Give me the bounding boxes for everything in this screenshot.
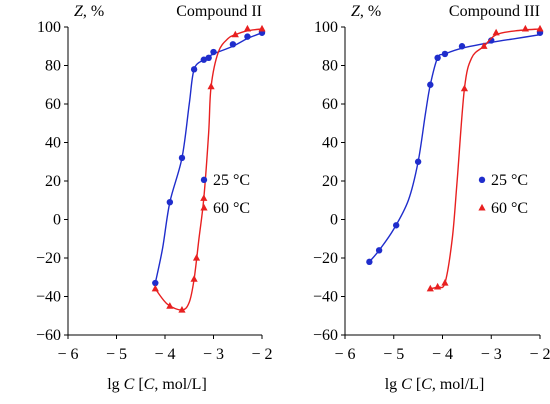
y-tick-label: 0	[53, 212, 61, 229]
y-tick-label: −20	[36, 250, 61, 267]
data-point	[521, 24, 529, 32]
y-tick-label: −60	[36, 327, 61, 344]
data-point	[460, 84, 469, 92]
data-point	[243, 24, 252, 32]
y-tick-label: 100	[37, 19, 61, 36]
data-point	[200, 194, 208, 201]
data-point	[375, 247, 383, 254]
y-tick-label: 20	[322, 173, 338, 190]
data-point	[152, 279, 159, 287]
data-point	[426, 284, 434, 292]
data-point	[492, 28, 500, 36]
data-point	[414, 158, 422, 165]
y-tick-label: −40	[36, 289, 61, 306]
y-tick-label: 80	[322, 58, 338, 75]
data-point	[190, 275, 198, 282]
data-point	[392, 222, 400, 229]
series-line	[154, 32, 263, 284]
series-line	[430, 28, 541, 290]
y-tick-label: 100	[314, 19, 338, 36]
data-point	[151, 284, 159, 292]
legend-label: 60 °C	[491, 200, 528, 217]
series-1	[152, 29, 266, 287]
x-tick-label: − 5	[383, 346, 404, 363]
y-tick-label: 40	[45, 135, 61, 152]
data-point	[441, 279, 449, 286]
series-2	[426, 24, 544, 292]
data-point	[441, 50, 449, 58]
legend-label: 25 °C	[491, 172, 528, 189]
data-point	[231, 30, 239, 38]
data-point	[258, 24, 266, 32]
data-point	[210, 48, 217, 56]
series-2	[151, 24, 266, 313]
data-point	[166, 198, 174, 206]
x-tick-label: − 4	[154, 346, 175, 363]
data-point	[207, 82, 215, 90]
series-1	[366, 29, 544, 266]
data-point	[229, 41, 237, 48]
x-tick-label: − 4	[432, 346, 453, 363]
chart-title: Compound III	[449, 3, 540, 20]
chart-panel-1: −60 −40 −20 0 20 40 60 80 100 − 6 − 5 − 4 − 3 − 2 Z, %…	[36, 3, 273, 393]
data-point	[244, 33, 251, 40]
y-tick-label: −60	[313, 327, 338, 344]
data-point	[166, 302, 174, 309]
data-point	[488, 37, 495, 44]
legend: 25 °C 60 °C	[200, 172, 250, 217]
y-tick-label: −40	[313, 289, 338, 306]
y-tick-label: 60	[322, 96, 338, 113]
data-point	[536, 24, 544, 32]
data-point	[427, 81, 434, 88]
data-point	[178, 154, 186, 162]
legend-marker	[478, 203, 486, 211]
y-tick-label: 0	[330, 212, 338, 229]
y-tick-label: 80	[45, 58, 61, 75]
chart-panel-2: −60 −40 −20 0 20 40 60 80 100 − 6 − 5 − 4 − 3 − 2 Z, %…	[313, 3, 550, 393]
y-tick-label: 60	[45, 96, 61, 113]
y-tick-label: 40	[322, 135, 338, 152]
y-axis-title: Z, %	[74, 3, 104, 20]
legend-marker	[200, 176, 208, 184]
legend-label: 25 °C	[213, 172, 250, 189]
data-point	[434, 54, 441, 61]
data-point	[192, 254, 201, 261]
x-tick-label: − 5	[106, 346, 127, 363]
data-point	[205, 54, 212, 61]
legend-marker	[478, 176, 486, 184]
chart-title: Compound II	[176, 3, 262, 20]
x-axis-title: lg C [C, mol/L]	[385, 376, 485, 393]
data-point	[178, 305, 186, 313]
y-axis-title: Z, %	[351, 3, 381, 20]
series-line	[154, 28, 263, 311]
legend-marker	[200, 203, 208, 211]
data-point	[366, 258, 373, 266]
x-tick-label: − 2	[529, 346, 550, 363]
legend: 25 °C 60 °C	[478, 172, 528, 217]
data-point	[480, 42, 488, 49]
x-tick-label: − 2	[251, 346, 272, 363]
y-tick-label: 20	[45, 173, 61, 190]
data-point	[200, 56, 207, 63]
x-tick-label: − 6	[334, 346, 355, 363]
legend-label: 60 °C	[213, 200, 250, 217]
data-point	[434, 282, 442, 290]
x-tick-label: − 3	[481, 346, 502, 363]
y-tick-label: −20	[313, 250, 338, 267]
x-tick-label: − 6	[57, 346, 78, 363]
x-axis-title: lg C [C, mol/L]	[107, 376, 207, 393]
data-point	[190, 66, 198, 73]
x-tick-label: − 3	[203, 346, 224, 363]
data-point	[458, 43, 466, 50]
